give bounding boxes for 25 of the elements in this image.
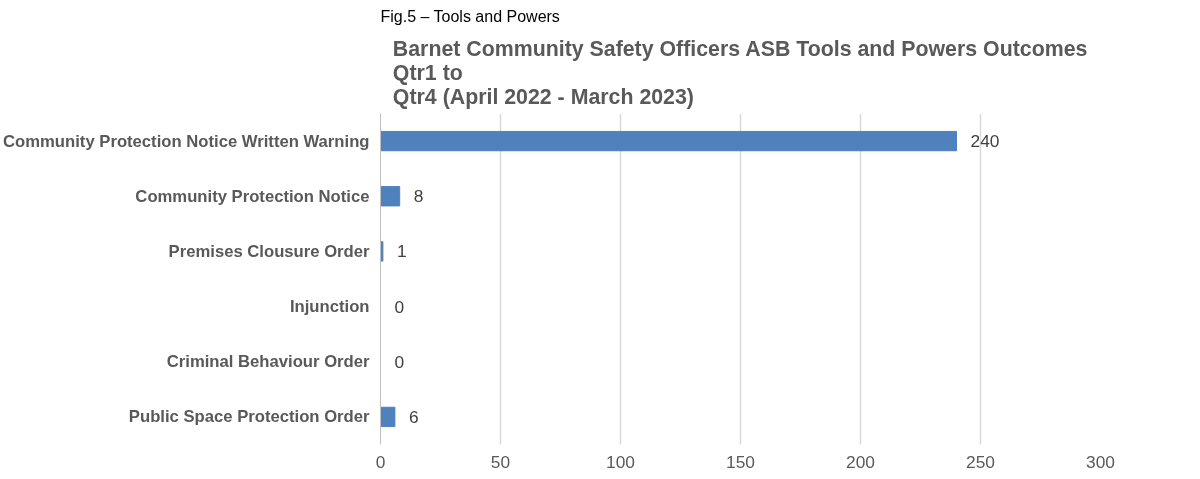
data-label: 8 (413, 186, 424, 207)
data-label: 6 (408, 406, 419, 427)
y-tick-label: Injunction (289, 297, 370, 317)
x-tick-label: 200 (846, 451, 875, 472)
bar (380, 186, 401, 207)
x-tick-label: 300 (1086, 451, 1115, 472)
data-label: 0 (394, 351, 405, 372)
x-tick-label: 0 (375, 451, 386, 472)
data-label: 240 (970, 131, 1000, 152)
x-tick-label: 250 (966, 451, 995, 472)
x-tick-label: 150 (726, 451, 755, 472)
bar (380, 241, 384, 262)
caption: Fig.5 – Tools and Powers (380, 7, 560, 25)
bar (380, 130, 957, 152)
y-tick-label: Public Space Protection Order (128, 407, 371, 427)
chart-title: Barnet Community Safety Officers ASB Tools and Powers Outcomes Qtr1 to Qtr4 (April 2022 - March 2023) (392, 36, 1088, 109)
y-tick-label: Community Protection Notice (135, 186, 370, 206)
y-tick-label: Criminal Behaviour Order (166, 352, 371, 372)
x-tick-label: 100 (606, 451, 635, 472)
bar (380, 406, 396, 428)
y-tick-label: Community Protection Notice Written Warning (3, 131, 370, 151)
y-tick-label: Premises Clousure Order (168, 241, 371, 261)
data-label: 1 (396, 241, 407, 262)
x-tick-label: 50 (490, 451, 511, 472)
data-label: 0 (394, 296, 405, 317)
